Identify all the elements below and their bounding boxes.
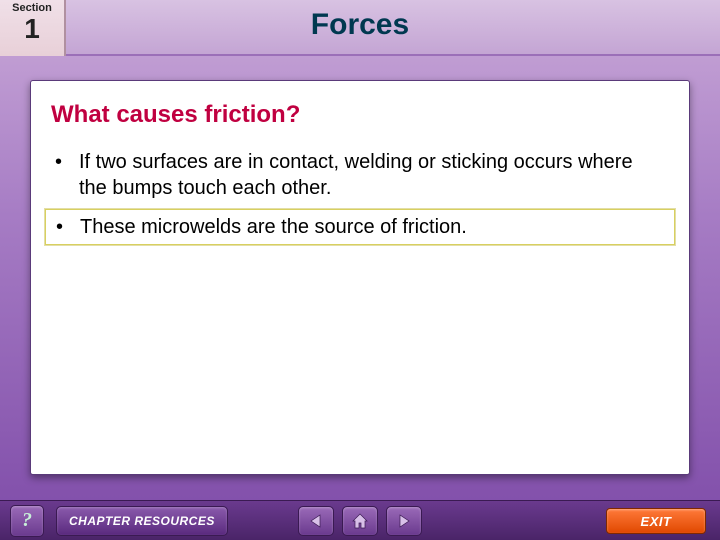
home-icon [351, 513, 369, 529]
exit-button[interactable]: EXIT [606, 508, 706, 534]
slide-background: Section 1 Forces What causes friction? •… [0, 0, 720, 540]
chapter-resources-button[interactable]: CHAPTER RESOURCES [56, 506, 228, 536]
nav-center-group [298, 506, 422, 536]
content-subheading: What causes friction? [51, 101, 675, 129]
triangle-left-icon [308, 513, 324, 529]
next-button[interactable] [386, 506, 422, 536]
bullet-marker: • [56, 214, 80, 240]
bullet-marker: • [55, 149, 79, 175]
help-button[interactable]: ? [10, 505, 44, 537]
content-panel: What causes friction? • If two surfaces … [30, 80, 690, 475]
bullet-text: These microwelds are the source of frict… [80, 214, 467, 240]
chapter-title: Forces [0, 8, 720, 42]
triangle-right-icon [396, 513, 412, 529]
home-button[interactable] [342, 506, 378, 536]
help-icon: ? [22, 509, 32, 532]
bullet-text: If two surfaces are in contact, welding … [79, 149, 665, 201]
header-bar: Section 1 Forces [0, 0, 720, 56]
bullet-item: • If two surfaces are in contact, weldin… [45, 145, 675, 205]
resources-label: CHAPTER RESOURCES [69, 514, 215, 528]
exit-label: EXIT [641, 514, 672, 529]
prev-button[interactable] [298, 506, 334, 536]
bullet-item-highlighted: • These microwelds are the source of fri… [45, 209, 675, 245]
nav-bar: ? CHAPTER RESOURCES EXIT [0, 500, 720, 540]
